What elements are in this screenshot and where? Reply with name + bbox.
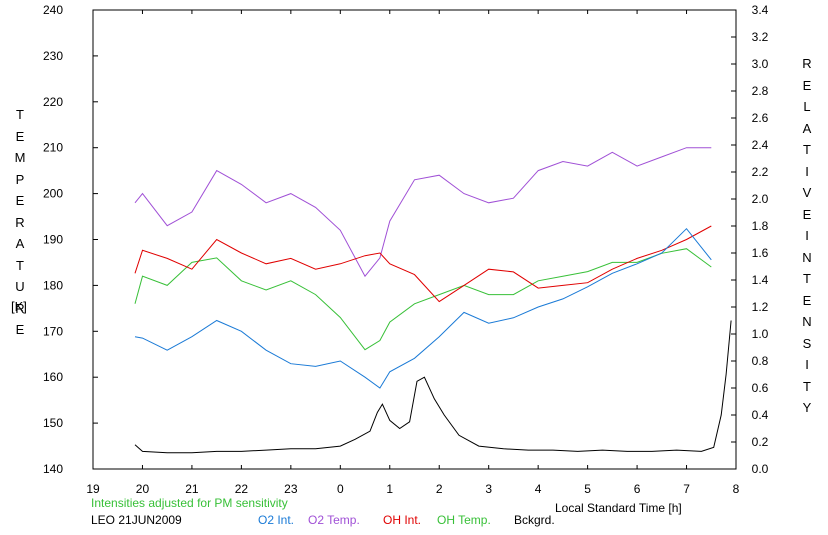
series-layer bbox=[134, 147, 732, 454]
right-axis-title-letter: T bbox=[803, 142, 811, 157]
right-axis-title-letter: T bbox=[803, 378, 811, 394]
x-tick-label: 19 bbox=[86, 482, 100, 496]
x-tick-label: 1 bbox=[386, 482, 393, 496]
legend-entry-o2-int: O2 Int. bbox=[258, 513, 295, 527]
right-axis-title-letter: I bbox=[805, 163, 809, 179]
right-axis-title-letter: N bbox=[802, 314, 812, 329]
right-axis-title-letter: E bbox=[802, 77, 812, 93]
left-axis-title-letter: P bbox=[15, 171, 25, 187]
right-axis-title-letter: I bbox=[805, 228, 809, 243]
right-tick-label: 0.6 bbox=[752, 381, 769, 395]
x-tick-label: 3 bbox=[485, 482, 492, 496]
left-tick-label: 240 bbox=[43, 3, 63, 17]
right-tick-label: 1.6 bbox=[752, 246, 769, 260]
right-axis-title-letter: A bbox=[802, 120, 812, 136]
left-tick-label: 230 bbox=[43, 49, 63, 63]
right-axis-title-letter: Y bbox=[802, 400, 812, 415]
right-tick-label: 2.6 bbox=[752, 111, 769, 125]
left-axis-title-letter: A bbox=[15, 236, 25, 251]
station-date-label: LEO 21JUN2009 bbox=[91, 513, 182, 527]
x-tick-label: 6 bbox=[634, 482, 641, 496]
right-tick-label: 1.2 bbox=[752, 300, 769, 314]
right-axis-title-letter: T bbox=[803, 271, 811, 286]
left-tick-label: 220 bbox=[43, 95, 63, 109]
x-tick-label: 5 bbox=[584, 482, 591, 496]
series-line-bckgrd bbox=[134, 320, 732, 454]
right-tick-label: 1.0 bbox=[752, 327, 769, 341]
x-axis-title: Local Standard Time [h] bbox=[555, 501, 682, 515]
series-line-oh-int bbox=[134, 225, 712, 303]
right-tick-label: 1.8 bbox=[752, 219, 769, 233]
left-tick-label: 210 bbox=[43, 141, 63, 155]
right-tick-label: 0.8 bbox=[752, 354, 769, 368]
right-tick-label: 2.8 bbox=[752, 84, 769, 98]
left-tick-label: 170 bbox=[43, 324, 63, 338]
series-line-o2-temp bbox=[134, 147, 712, 278]
left-axis-title-letter: M bbox=[14, 150, 26, 165]
right-tick-label: 0.0 bbox=[752, 462, 769, 476]
left-axis-title-letter: E bbox=[15, 128, 25, 144]
left-axis-title-letter: R bbox=[15, 214, 25, 230]
left-axis-title-letter: E bbox=[15, 322, 25, 337]
pm-sensitivity-note: Intensities adjusted for PM sensitivity bbox=[91, 496, 288, 510]
x-tick-label: 7 bbox=[683, 482, 690, 496]
left-tick-label: 180 bbox=[43, 278, 63, 292]
legend-entry-oh-int: OH Int. bbox=[383, 513, 422, 527]
left-axis-unit: [K] bbox=[11, 299, 27, 314]
left-tick-label: 140 bbox=[43, 462, 63, 476]
left-axis-title-letter: T bbox=[16, 257, 24, 273]
series-line-o2-int bbox=[134, 227, 712, 389]
right-tick-label: 0.4 bbox=[752, 408, 769, 422]
x-tick-label: 22 bbox=[235, 482, 249, 496]
right-tick-label: 3.4 bbox=[752, 3, 769, 17]
right-axis-title-letter: E bbox=[802, 206, 812, 222]
x-tick-label: 0 bbox=[337, 482, 344, 496]
left-axis-title-letter: U bbox=[15, 279, 25, 294]
x-tick-label: 4 bbox=[535, 482, 542, 496]
right-axis-title-letter: I bbox=[805, 357, 809, 372]
legend-entry-oh-temp: OH Temp. bbox=[437, 513, 491, 527]
left-axis-title-letter: E bbox=[15, 193, 25, 208]
x-tick-label: 21 bbox=[185, 482, 199, 496]
left-axis-title-letter: R bbox=[15, 300, 25, 316]
right-axis-title-letter: V bbox=[802, 185, 812, 200]
left-axis-title-letter: T bbox=[16, 107, 24, 122]
right-axis: 0.0 0.2 0.4 0.6 0.8 1.0 1.2 1.4 1.6 1.8 2.0 2.2 2.4 2… bbox=[731, 3, 769, 476]
x-tick-label: 2 bbox=[436, 482, 443, 496]
left-tick-label: 190 bbox=[43, 233, 63, 247]
plot-frame bbox=[92, 9, 737, 470]
legend-entry-o2-temp: O2 Temp. bbox=[308, 513, 360, 527]
legend-entry-bckgrd: Bckgrd. bbox=[514, 513, 555, 527]
right-axis-title-letter: E bbox=[802, 292, 812, 308]
x-tick-label: 20 bbox=[136, 482, 150, 496]
right-tick-label: 1.4 bbox=[752, 273, 769, 287]
right-tick-label: 0.2 bbox=[752, 435, 769, 449]
left-tick-label: 200 bbox=[43, 187, 63, 201]
right-axis-title-letter: N bbox=[802, 249, 812, 265]
right-tick-label: 2.0 bbox=[752, 192, 769, 206]
right-tick-label: 3.2 bbox=[752, 30, 769, 44]
right-tick-label: 2.4 bbox=[752, 138, 769, 152]
x-axis: 19 20 21 22 23 0 1 2 3 4 5 6 7 8 bbox=[86, 10, 740, 496]
series-line-oh-temp bbox=[134, 248, 712, 351]
x-tick-label: 23 bbox=[284, 482, 298, 496]
right-axis-title-letter: S bbox=[802, 335, 812, 351]
left-tick-label: 150 bbox=[43, 416, 63, 430]
left-axis: 140 150 160 170 180 190 200 210 220 230 240 bbox=[43, 3, 98, 476]
right-axis-title-letter: L bbox=[803, 99, 811, 114]
x-tick-label: 8 bbox=[733, 482, 740, 496]
right-tick-label: 3.0 bbox=[752, 57, 769, 71]
right-tick-label: 2.2 bbox=[752, 165, 769, 179]
right-axis-title-letter: R bbox=[802, 56, 812, 71]
left-tick-label: 160 bbox=[43, 370, 63, 384]
